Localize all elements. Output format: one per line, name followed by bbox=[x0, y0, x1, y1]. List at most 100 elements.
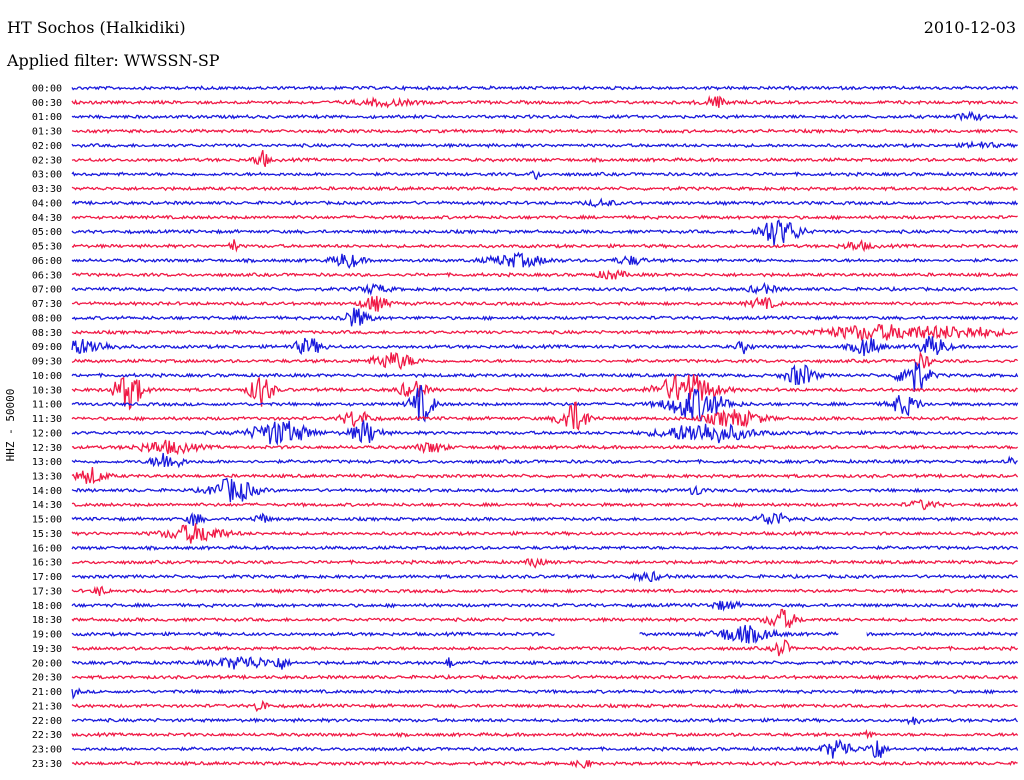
seismic-trace bbox=[71, 655, 1019, 670]
time-tick-label: 10:00 bbox=[32, 371, 62, 382]
time-tick-label: 20:00 bbox=[32, 658, 62, 669]
seismic-trace bbox=[71, 150, 1018, 168]
time-tick-label: 08:30 bbox=[32, 328, 62, 339]
seismic-trace bbox=[71, 140, 1019, 150]
seismic-trace bbox=[71, 544, 1019, 552]
seismic-trace bbox=[71, 110, 1018, 122]
seismic-trace bbox=[71, 295, 1019, 312]
seismic-trace bbox=[71, 759, 1018, 769]
time-tick-label: 07:30 bbox=[32, 299, 62, 310]
seismic-trace bbox=[71, 95, 1018, 109]
time-tick-label: 01:00 bbox=[32, 112, 62, 123]
seismic-trace bbox=[71, 214, 1018, 221]
time-tick-label: 15:00 bbox=[32, 515, 62, 526]
seismic-trace bbox=[71, 307, 1019, 327]
time-tick-label: 00:00 bbox=[32, 84, 62, 95]
seismic-trace bbox=[71, 385, 1019, 423]
seismic-trace bbox=[71, 699, 1018, 713]
time-tick-label: 23:00 bbox=[32, 745, 62, 756]
time-tick-label: 21:00 bbox=[32, 687, 62, 698]
time-tick-label: 04:00 bbox=[32, 199, 62, 210]
time-tick-label: 19:30 bbox=[32, 644, 62, 655]
seismic-trace bbox=[71, 467, 1019, 485]
seismic-trace bbox=[71, 281, 1018, 297]
time-tick-label: 01:30 bbox=[32, 127, 62, 138]
seismic-trace bbox=[71, 170, 1018, 181]
seismic-trace bbox=[71, 127, 1018, 135]
time-tick-label: 06:30 bbox=[32, 270, 62, 281]
time-tick-label: 22:00 bbox=[32, 716, 62, 727]
seismic-trace bbox=[71, 687, 1018, 700]
seismic-trace bbox=[71, 219, 1019, 246]
data-gap bbox=[554, 628, 640, 641]
seismic-trace bbox=[71, 585, 1018, 597]
seismic-trace bbox=[71, 84, 1019, 92]
seismic-trace bbox=[71, 511, 1019, 526]
seismic-trace bbox=[71, 570, 1019, 583]
time-tick-label: 04:30 bbox=[32, 213, 62, 224]
seismic-trace bbox=[71, 401, 1018, 431]
time-tick-label: 18:00 bbox=[32, 601, 62, 612]
time-tick-label: 20:30 bbox=[32, 673, 62, 684]
time-tick-label: 21:30 bbox=[32, 701, 62, 712]
time-tick-label: 13:30 bbox=[32, 472, 62, 483]
time-tick-label: 08:00 bbox=[32, 313, 62, 324]
time-tick-label: 14:30 bbox=[32, 500, 62, 511]
seismic-trace bbox=[71, 251, 1019, 270]
time-tick-label: 06:00 bbox=[32, 256, 62, 267]
time-tick-label: 15:30 bbox=[32, 529, 62, 540]
seismic-trace bbox=[71, 673, 1018, 681]
seismic-trace bbox=[71, 557, 1018, 569]
seismic-trace bbox=[71, 477, 1019, 503]
time-tick-label: 11:00 bbox=[32, 400, 62, 411]
seismic-trace bbox=[71, 362, 1019, 392]
time-tick-label: 05:00 bbox=[32, 227, 62, 238]
filter-label: Applied filter: WWSSN-SP bbox=[7, 51, 220, 70]
time-tick-label: 19:00 bbox=[32, 630, 62, 641]
seismic-trace bbox=[71, 439, 1019, 456]
time-tick-label: 16:00 bbox=[32, 543, 62, 554]
y-axis-label: HHZ - 50000 bbox=[4, 389, 17, 462]
station-title: HT Sochos (Halkidiki) bbox=[7, 18, 186, 37]
time-tick-label: 03:00 bbox=[32, 170, 62, 181]
data-gap bbox=[838, 628, 867, 641]
time-tick-label: 23:30 bbox=[32, 759, 62, 770]
seismic-trace bbox=[71, 608, 1019, 629]
time-tick-label: 07:00 bbox=[32, 285, 62, 296]
seismic-trace bbox=[71, 324, 1019, 342]
seismic-trace bbox=[71, 716, 1019, 726]
time-tick-label: 00:30 bbox=[32, 98, 62, 109]
time-tick-label: 05:30 bbox=[32, 242, 62, 253]
time-tick-label: 16:30 bbox=[32, 558, 62, 569]
seismic-trace bbox=[71, 452, 1018, 469]
seismic-trace bbox=[71, 269, 1019, 280]
time-tick-label: 09:30 bbox=[32, 357, 62, 368]
time-tick-label: 13:00 bbox=[32, 457, 62, 468]
time-tick-label: 18:30 bbox=[32, 615, 62, 626]
time-tick-label: 12:00 bbox=[32, 428, 62, 439]
time-tick-label: 02:00 bbox=[32, 141, 62, 152]
seismic-trace bbox=[71, 728, 1019, 740]
time-tick-label: 14:00 bbox=[32, 486, 62, 497]
seismic-trace bbox=[71, 419, 1019, 446]
seismic-trace bbox=[71, 185, 1018, 192]
seismic-trace bbox=[71, 238, 1019, 253]
seismic-trace bbox=[71, 499, 1018, 511]
time-tick-label: 17:30 bbox=[32, 587, 62, 598]
seismic-trace bbox=[71, 335, 1018, 357]
seismic-trace bbox=[71, 600, 1019, 612]
time-tick-label: 22:30 bbox=[32, 730, 62, 741]
seismic-trace bbox=[71, 197, 1019, 208]
seismic-trace bbox=[71, 738, 1019, 759]
record-date: 2010-12-03 bbox=[923, 18, 1016, 37]
time-tick-label: 09:00 bbox=[32, 342, 62, 353]
seismic-trace bbox=[71, 639, 1019, 657]
seismic-trace bbox=[71, 373, 1018, 411]
time-tick-label: 10:30 bbox=[32, 385, 62, 396]
time-tick-label: 12:30 bbox=[32, 443, 62, 454]
seismic-trace bbox=[71, 351, 1019, 371]
time-tick-label: 02:30 bbox=[32, 155, 62, 166]
seismic-trace bbox=[71, 624, 1018, 644]
seismic-trace bbox=[71, 523, 1019, 544]
